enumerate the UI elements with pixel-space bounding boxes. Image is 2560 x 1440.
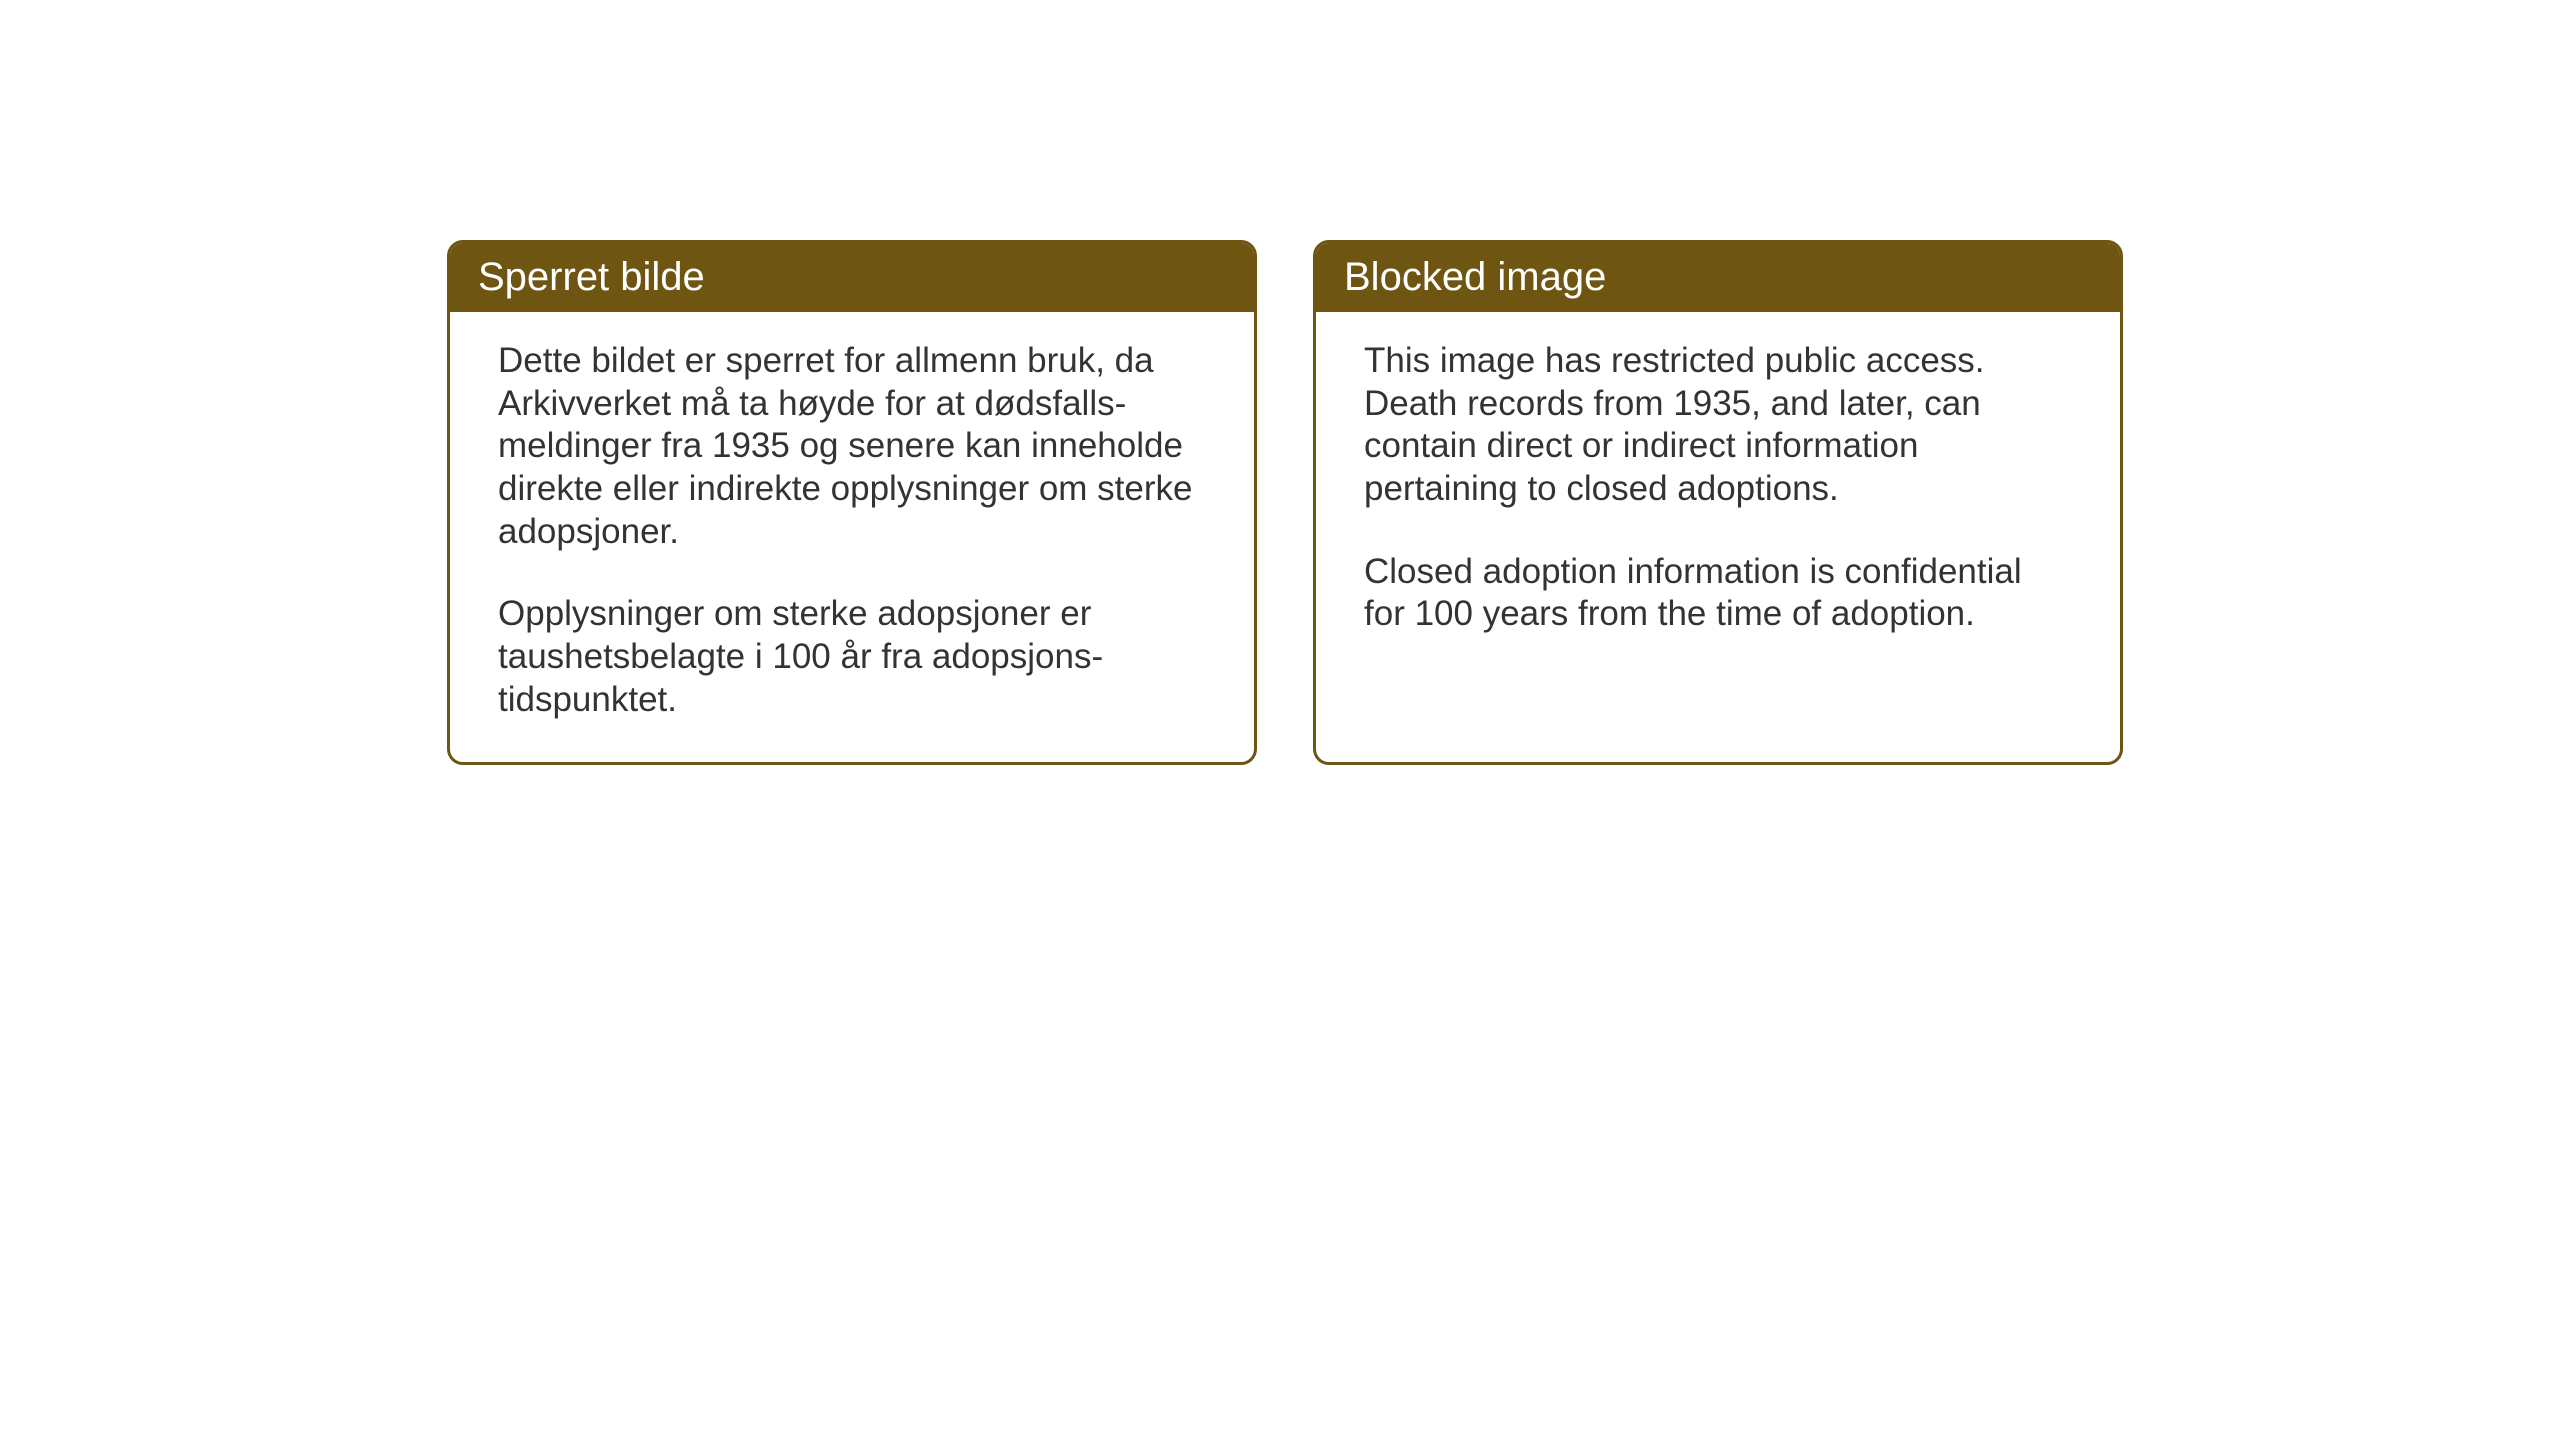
english-paragraph-1: This image has restricted public access.… bbox=[1364, 340, 2072, 511]
norwegian-paragraph-1: Dette bildet er sperret for allmenn bruk… bbox=[498, 340, 1206, 553]
english-card-title: Blocked image bbox=[1316, 243, 2120, 312]
english-paragraph-2: Closed adoption information is confident… bbox=[1364, 551, 2072, 636]
norwegian-notice-card: Sperret bilde Dette bildet er sperret fo… bbox=[447, 240, 1257, 765]
norwegian-paragraph-2: Opplysninger om sterke adopsjoner er tau… bbox=[498, 593, 1206, 721]
notice-container: Sperret bilde Dette bildet er sperret fo… bbox=[447, 240, 2123, 765]
norwegian-card-body: Dette bildet er sperret for allmenn bruk… bbox=[450, 312, 1254, 762]
norwegian-card-title: Sperret bilde bbox=[450, 243, 1254, 312]
english-card-body: This image has restricted public access.… bbox=[1316, 312, 2120, 676]
english-notice-card: Blocked image This image has restricted … bbox=[1313, 240, 2123, 765]
